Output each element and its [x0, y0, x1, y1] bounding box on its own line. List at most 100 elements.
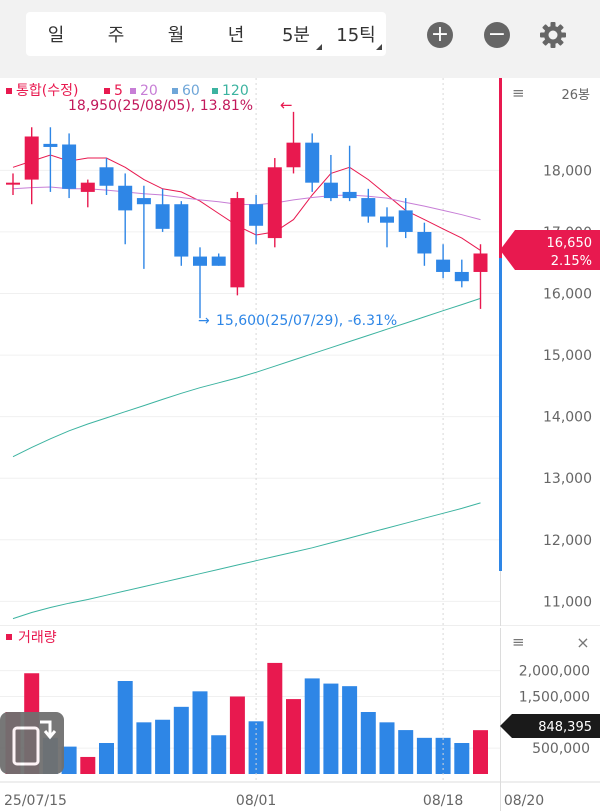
- volume-tick-label: 2,000,000: [519, 664, 590, 680]
- volume-bar: [117, 681, 133, 774]
- candle-body: [380, 216, 394, 223]
- high-annotation: 18,950(25/08/05), 13.81%: [68, 98, 253, 114]
- price-tick-label: 13,000: [543, 471, 592, 487]
- zoom-in-button[interactable]: +: [427, 22, 453, 48]
- volume-bar: [304, 678, 320, 774]
- candle-body: [473, 253, 488, 272]
- candle-body: [267, 167, 282, 239]
- period-15tick-label: 15틱: [336, 25, 376, 46]
- volume-bar: [454, 743, 470, 774]
- candle-body: [323, 182, 338, 199]
- volume-swatch: [6, 634, 12, 640]
- current-price-change: 2.15%: [551, 254, 592, 269]
- dropdown-corner-icon: [376, 44, 382, 50]
- candle-body: [436, 259, 451, 272]
- candlesticks: [6, 111, 488, 319]
- volume-bar: [416, 737, 432, 774]
- volume-axis: 2,000,000 1,500,000 500,000: [519, 664, 590, 757]
- close-icon[interactable]: ×: [576, 633, 589, 652]
- candle-body: [193, 256, 207, 266]
- ma-line-120: [12, 502, 481, 620]
- time-tick-label: 08/01: [236, 793, 276, 809]
- volume-bar: [342, 686, 358, 774]
- candle-body: [361, 198, 376, 217]
- volume-bar: [229, 696, 245, 774]
- current-price-value: 16,650: [547, 236, 593, 251]
- candle-body: [99, 167, 114, 186]
- candle-body: [286, 142, 301, 168]
- legend-swatch-main: [6, 88, 12, 94]
- price-tick-label: 12,000: [543, 533, 592, 549]
- price-axis: 18,00017,00016,00015,00014,00013,00012,0…: [543, 163, 592, 610]
- period-day-button[interactable]: 일: [47, 25, 65, 46]
- period-month-button[interactable]: 월: [167, 25, 185, 46]
- volume-bar: [286, 699, 301, 774]
- candle-body: [6, 182, 20, 185]
- candle-body: [249, 204, 264, 226]
- rotate-screen-button[interactable]: [0, 712, 64, 774]
- high-arrow-icon: ←: [280, 96, 293, 114]
- toolbar: 일 주 월 년 5분 15틱 + −: [0, 0, 600, 78]
- time-tick-label: 25/07/15: [4, 793, 67, 809]
- candle-body: [342, 191, 357, 199]
- low-arrow-icon: →: [198, 313, 210, 329]
- legend-swatch-ma5: [104, 88, 110, 94]
- time-axis: 25/07/15 08/01 08/18 08/20: [4, 628, 544, 809]
- period-15tick-button[interactable]: 15틱: [326, 12, 386, 56]
- menu-icon[interactable]: ≡: [512, 84, 525, 102]
- current-price-tag: 16,650 2.15%: [500, 230, 600, 270]
- legend-swatch-ma60: [172, 88, 178, 94]
- price-tick-label: 18,000: [543, 163, 592, 179]
- zoom-out-button[interactable]: −: [484, 22, 510, 48]
- volume-bar: [248, 721, 264, 774]
- period-week-button[interactable]: 주: [107, 25, 125, 46]
- volume-bar: [136, 722, 152, 774]
- volume-bar: [173, 706, 189, 774]
- volume-chart[interactable]: 2,000,000 1,500,000 500,000 25/07/15 08/01 0…: [0, 628, 600, 811]
- candle-body: [211, 256, 226, 266]
- price-range-bar-up: [499, 78, 502, 258]
- candle-body: [136, 198, 151, 205]
- candle-body: [24, 136, 39, 180]
- legend-label-ma20: 20: [140, 83, 158, 99]
- price-tick-label: 11,000: [543, 594, 592, 610]
- volume-bar: [80, 756, 96, 774]
- current-volume-tag: 848,395: [500, 714, 600, 738]
- candle-count-label: 26봉: [561, 88, 590, 103]
- price-grid: [0, 78, 500, 626]
- gear-icon[interactable]: [538, 20, 568, 50]
- price-chart[interactable]: 18,00017,00016,00015,00014,00013,00012,0…: [0, 78, 600, 626]
- candle-body: [417, 231, 432, 254]
- legend-label-ma5: 5: [114, 83, 123, 99]
- moving-average-lines: [12, 154, 481, 620]
- legend-label-main: 통합(수정): [16, 83, 78, 99]
- legend-swatch-ma20: [130, 88, 136, 94]
- time-tick-label: 08/18: [423, 793, 463, 809]
- period-year-button[interactable]: 년: [227, 25, 245, 46]
- candle-body: [174, 204, 189, 257]
- volume-bar: [155, 719, 171, 774]
- candle-body: [454, 271, 469, 282]
- candle-body: [80, 182, 95, 192]
- candle-body: [118, 185, 133, 211]
- candle-body: [398, 210, 413, 232]
- low-annotation: 15,600(25/07/29), -6.31%: [216, 313, 397, 329]
- volume-title: 거래량: [18, 630, 57, 646]
- volume-bar: [323, 683, 339, 774]
- ma-line-5: [12, 154, 481, 251]
- volume-bar: [473, 730, 488, 774]
- price-range-bar-down: [499, 258, 502, 571]
- candle-body: [230, 198, 245, 288]
- candle-body: [62, 144, 77, 189]
- period-5min-button[interactable]: 5분: [266, 12, 326, 56]
- legend-label-ma60: 60: [182, 83, 200, 99]
- candle-body: [305, 142, 320, 183]
- volume-menu-icon[interactable]: ≡: [512, 633, 525, 651]
- candle-body: [43, 143, 58, 147]
- volume-bar: [61, 746, 77, 774]
- price-tick-label: 14,000: [543, 410, 592, 426]
- candle-body: [155, 204, 170, 229]
- volume-bar: [360, 712, 376, 774]
- rotate-icon: [12, 720, 57, 766]
- volume-bar: [398, 730, 414, 774]
